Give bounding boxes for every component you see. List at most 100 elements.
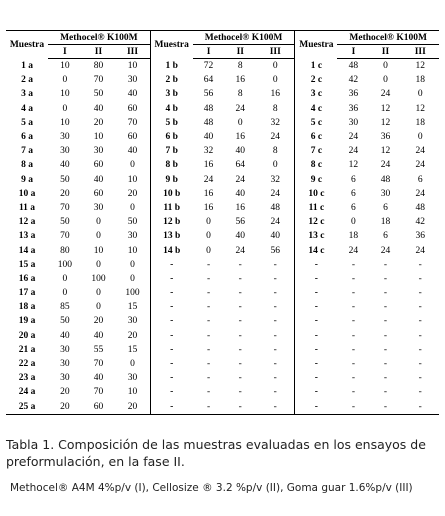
- value-cell: 18: [380, 217, 391, 228]
- value-cell: 30: [380, 188, 391, 199]
- value-cell: 36: [348, 103, 359, 114]
- sample-cell: 1 b: [149, 58, 193, 74]
- value-cell: 85: [60, 302, 70, 313]
- value-cell: 30: [93, 146, 104, 157]
- sample-cell: 12 a: [18, 217, 36, 228]
- sample-cell: 10 b: [149, 186, 193, 201]
- value-cell: 0: [62, 288, 68, 299]
- value-cell: -: [351, 344, 355, 355]
- sample-cell: 13 a: [18, 231, 36, 242]
- value-cell: 64: [235, 160, 246, 171]
- table-row: 18 a 85 0 15- - - - - - - -: [6, 300, 439, 315]
- value-cell: 48: [348, 61, 359, 72]
- value-cell: 18: [348, 231, 359, 242]
- value-cell: -: [273, 273, 277, 284]
- sample-cell: -: [294, 257, 338, 272]
- value-cell: 30: [127, 231, 138, 242]
- value-cell: 16: [203, 160, 214, 171]
- value-cell: 100: [57, 259, 72, 270]
- value-cell: 30: [60, 359, 70, 370]
- value-cell: 0: [272, 75, 278, 86]
- value-cell: 24: [415, 245, 425, 256]
- value-cell: 0: [96, 217, 101, 228]
- value-cell: 0: [130, 160, 135, 171]
- sample-cell: 10 c: [294, 186, 338, 201]
- value-cell: 56: [270, 245, 281, 256]
- value-cell: 6: [417, 174, 423, 185]
- table-row: 10 a 20 60 20 10 b 16 40 24 10 c 6 30 24: [6, 186, 439, 201]
- sample-cell: -: [149, 356, 193, 372]
- sample-cell: -: [294, 399, 338, 415]
- value-cell: 48: [380, 174, 391, 185]
- sample-cell: 22 a: [18, 359, 36, 370]
- value-cell: 12: [380, 146, 391, 157]
- value-cell: -: [273, 387, 277, 398]
- sample-cell: 3 a: [21, 89, 33, 100]
- value-cell: 20: [60, 188, 70, 199]
- sample-cell: 9 b: [149, 172, 193, 187]
- value-cell: 16: [235, 75, 246, 86]
- value-cell: 24: [270, 132, 281, 143]
- value-cell: 0: [206, 217, 211, 228]
- value-cell: 20: [93, 316, 104, 327]
- sample-cell: 8 a: [21, 160, 33, 171]
- value-cell: 50: [60, 174, 70, 185]
- sample-cell: 16 a: [18, 273, 36, 284]
- value-cell: -: [273, 288, 277, 299]
- value-cell: 24: [348, 245, 359, 256]
- value-cell: 30: [60, 373, 70, 384]
- value-cell: 40: [235, 231, 246, 242]
- sample-cell: -: [149, 257, 193, 272]
- value-cell: 30: [127, 75, 138, 86]
- subcolumn-header: I: [48, 44, 82, 59]
- value-cell: 0: [383, 75, 388, 86]
- sample-cell: 11 a: [18, 202, 36, 213]
- sample-cell: 7 b: [149, 144, 193, 159]
- table-body: 1 a 10 80 10 1 b 72 8 0 1 c 48 0 12 2 a 0 70 30 2 b 64 16 0…: [6, 58, 439, 415]
- sample-cell: -: [149, 300, 193, 315]
- footnote: Methocel® A4M 4%p/v (I), Cellosize ® 3.2…: [10, 482, 413, 494]
- value-cell: 8: [237, 61, 243, 72]
- value-cell: -: [238, 316, 242, 327]
- value-cell: 40: [203, 132, 214, 143]
- composition-table: Muestra Methocel® K100M Muestra Methocel® K…: [6, 30, 439, 415]
- value-cell: 70: [93, 75, 104, 86]
- value-cell: 60: [93, 188, 104, 199]
- value-cell: 12: [415, 103, 425, 114]
- value-cell: 0: [130, 273, 135, 284]
- value-cell: -: [273, 259, 277, 270]
- sample-cell: -: [294, 356, 338, 372]
- value-cell: -: [418, 259, 422, 270]
- sample-cell: 13 c: [294, 229, 338, 244]
- value-cell: 40: [60, 330, 70, 341]
- value-cell: 70: [60, 231, 70, 242]
- table-row: 22 a 30 70 0 - - - - - - - -: [6, 356, 439, 372]
- value-cell: 6: [351, 188, 356, 199]
- value-cell: 0: [272, 160, 278, 171]
- sample-cell: 2 c: [294, 73, 338, 88]
- value-cell: 12: [380, 103, 391, 114]
- muestra-header: Muestra: [294, 30, 338, 59]
- value-cell: 12: [380, 117, 391, 128]
- value-cell: 8: [237, 89, 243, 100]
- subcolumn-header: II: [81, 44, 116, 59]
- value-cell: 10: [93, 245, 104, 256]
- value-cell: 56: [235, 217, 246, 228]
- value-cell: -: [238, 273, 242, 284]
- value-cell: -: [206, 330, 211, 341]
- value-cell: 70: [93, 387, 104, 398]
- value-cell: 100: [125, 288, 140, 299]
- sample-cell: 10 a: [18, 188, 36, 199]
- value-cell: 24: [415, 160, 425, 171]
- value-cell: -: [273, 373, 277, 384]
- sample-cell: 12 b: [149, 215, 193, 230]
- table-row: 7 a 30 30 40 7 b 32 40 8 7 c 24 12 24: [6, 144, 439, 159]
- sample-cell: 11 c: [294, 200, 338, 216]
- value-cell: 24: [270, 217, 281, 228]
- value-cell: -: [351, 359, 355, 370]
- sample-cell: 3 b: [149, 87, 193, 102]
- sample-cell: -: [149, 342, 193, 357]
- value-cell: 40: [93, 330, 104, 341]
- value-cell: 0: [62, 103, 68, 114]
- table-row: 3 a 10 50 40 3 b 56 8 16 3 c 36 24 0: [6, 87, 439, 102]
